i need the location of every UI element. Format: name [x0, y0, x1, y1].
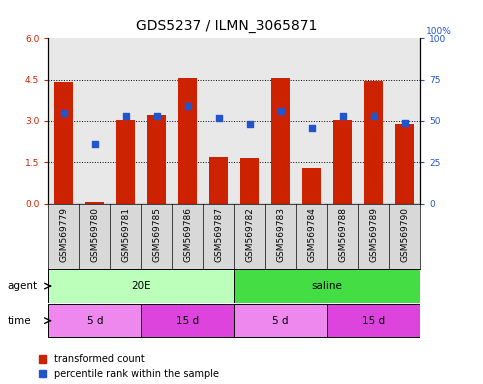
Point	[277, 108, 284, 114]
Text: time: time	[7, 316, 31, 326]
Text: 15 d: 15 d	[362, 316, 385, 326]
Bar	[147, 116, 166, 204]
Bar	[48, 270, 234, 303]
Text: 5 d: 5 d	[86, 316, 103, 326]
Bar	[241, 158, 259, 204]
Text: GSM569782: GSM569782	[245, 207, 254, 262]
Bar	[271, 78, 290, 204]
Point	[215, 114, 223, 121]
Text: GDS5237 / ILMN_3065871: GDS5237 / ILMN_3065871	[136, 19, 318, 33]
Point	[122, 113, 129, 119]
Text: GSM569785: GSM569785	[152, 207, 161, 262]
Bar	[234, 304, 327, 337]
Text: GSM569780: GSM569780	[90, 207, 99, 262]
Point	[184, 103, 192, 109]
Text: GSM569788: GSM569788	[338, 207, 347, 262]
Text: 15 d: 15 d	[176, 316, 199, 326]
Legend: transformed count, percentile rank within the sample: transformed count, percentile rank withi…	[39, 354, 219, 379]
Bar	[142, 304, 234, 337]
Text: GSM569783: GSM569783	[276, 207, 285, 262]
Bar	[210, 157, 228, 204]
Point	[339, 113, 347, 119]
Text: agent: agent	[7, 281, 37, 291]
Point	[91, 141, 99, 147]
Bar	[396, 124, 414, 204]
Text: 20E: 20E	[131, 281, 151, 291]
Bar	[333, 119, 352, 204]
Bar	[179, 78, 197, 204]
Point	[308, 124, 315, 131]
Bar	[302, 168, 321, 204]
Text: GSM569789: GSM569789	[369, 207, 378, 262]
Point	[401, 119, 409, 126]
Text: GSM569787: GSM569787	[214, 207, 223, 262]
Bar	[55, 83, 73, 204]
Bar	[48, 304, 142, 337]
Text: saline: saline	[312, 281, 342, 291]
Bar	[327, 304, 420, 337]
Bar	[234, 270, 420, 303]
Text: 100%: 100%	[426, 26, 452, 36]
Text: GSM569790: GSM569790	[400, 207, 409, 262]
Text: 5 d: 5 d	[272, 316, 289, 326]
Bar	[85, 202, 104, 204]
Point	[153, 113, 161, 119]
Bar	[116, 119, 135, 204]
Point	[60, 109, 68, 116]
Text: GSM569786: GSM569786	[183, 207, 192, 262]
Bar	[364, 81, 383, 204]
Text: GSM569781: GSM569781	[121, 207, 130, 262]
Text: GSM569784: GSM569784	[307, 207, 316, 262]
Point	[370, 113, 378, 119]
Text: GSM569779: GSM569779	[59, 207, 68, 262]
Point	[246, 121, 254, 127]
